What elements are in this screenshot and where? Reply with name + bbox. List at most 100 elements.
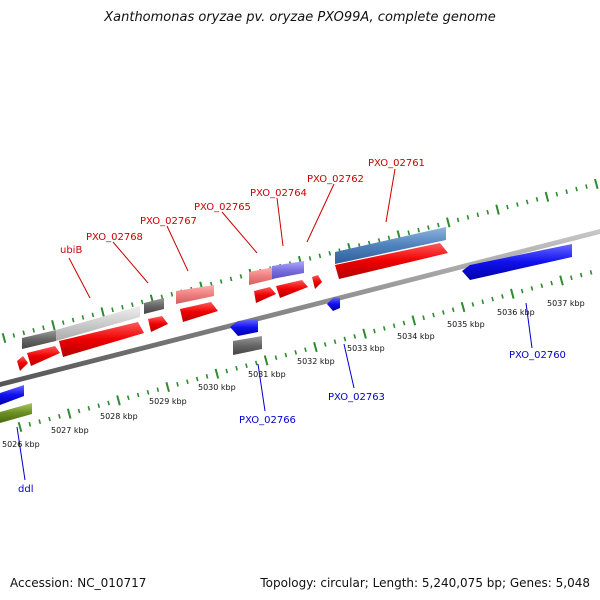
- minor-tick: [22, 330, 26, 336]
- minor-tick: [274, 355, 278, 361]
- bottom-label-leaders: [16, 302, 533, 481]
- major-tick: [446, 217, 451, 228]
- minor-tick: [219, 279, 223, 284]
- minor-tick: [97, 403, 101, 409]
- gene-label-pxo-02760[interactable]: PXO_02760: [509, 350, 566, 361]
- forward-genes: [17, 243, 448, 371]
- gene-label-ubib[interactable]: ubiB: [60, 245, 82, 256]
- tick-label: 5035 kbp: [447, 320, 485, 329]
- genome-summary-text: Topology: circular; Length: 5,240,075 bp…: [260, 576, 590, 590]
- feature-block: [335, 227, 446, 264]
- gene-label-pxo-02765[interactable]: PXO_02765: [194, 202, 251, 213]
- minor-tick: [520, 288, 524, 294]
- minor-tick: [407, 230, 411, 236]
- gene-arrow: [276, 280, 308, 298]
- major-tick: [1, 332, 7, 344]
- gene-label-pxo-02761[interactable]: PXO_02761: [368, 158, 425, 169]
- genome-backbone: [0, 229, 600, 387]
- minor-tick: [170, 292, 174, 297]
- minor-tick: [382, 326, 386, 331]
- tick-label: 5026 kbp: [2, 440, 40, 449]
- minor-tick: [136, 392, 140, 398]
- feature-block: [144, 298, 164, 314]
- gene-label-pxo-02768[interactable]: PXO_02768: [86, 232, 143, 243]
- minor-tick: [491, 296, 494, 302]
- minor-tick: [71, 317, 75, 323]
- tick-label: 5029 kbp: [149, 397, 187, 406]
- minor-tick: [42, 325, 45, 331]
- gene-arrow: [27, 346, 60, 366]
- major-tick: [594, 178, 599, 190]
- minor-tick: [91, 312, 95, 318]
- tick-label: 5034 kbp: [397, 332, 435, 341]
- minor-tick: [308, 256, 312, 261]
- tick-label: 5037 kbp: [547, 299, 585, 308]
- top-label-leaders: [68, 168, 396, 299]
- major-tick: [544, 191, 550, 202]
- minor-tick: [28, 422, 32, 427]
- minor-tick: [58, 413, 61, 419]
- major-tick: [559, 275, 564, 286]
- minor-tick: [12, 333, 16, 338]
- gene-arrow: [312, 275, 322, 289]
- feature-block: [56, 306, 140, 341]
- gene-label-pxo-02764[interactable]: PXO_02764: [250, 188, 307, 199]
- tick-label: 5027 kbp: [51, 426, 89, 435]
- minor-tick: [575, 186, 578, 192]
- minor-tick: [323, 342, 327, 347]
- minor-tick: [373, 328, 376, 334]
- gene-arrow: [462, 244, 572, 280]
- accession-text: Accession: NC_010717: [10, 576, 147, 590]
- gene-arrow: [0, 385, 24, 405]
- minor-tick: [476, 212, 480, 218]
- minor-tick: [387, 235, 391, 241]
- minor-tick: [333, 339, 337, 345]
- minor-tick: [195, 376, 199, 382]
- feature-block: [0, 403, 32, 423]
- gene-label-pxo-02762[interactable]: PXO_02762: [307, 174, 364, 185]
- gene-arrow: [254, 287, 276, 303]
- minor-tick: [235, 365, 238, 371]
- minor-tick: [294, 350, 298, 355]
- minor-tick: [77, 408, 81, 414]
- feature-block: [249, 267, 274, 285]
- minor-tick: [392, 323, 396, 329]
- gene-label-pxo-02766[interactable]: PXO_02766: [239, 415, 296, 426]
- gene-label-pxo-02767[interactable]: PXO_02767: [140, 216, 197, 227]
- major-tick: [313, 341, 318, 353]
- gene-arrow: [327, 297, 340, 311]
- bottom-tick-marks: [17, 270, 593, 433]
- minor-tick: [328, 250, 332, 256]
- minor-tick: [422, 315, 425, 321]
- minor-tick: [160, 294, 164, 300]
- minor-tick: [205, 374, 209, 379]
- minor-tick: [481, 299, 485, 305]
- major-tick: [51, 320, 56, 331]
- major-tick: [100, 307, 105, 318]
- major-tick: [17, 421, 23, 433]
- minor-tick: [427, 225, 430, 230]
- minor-tick: [245, 363, 248, 369]
- major-tick: [165, 381, 170, 393]
- gene-label-ddl[interactable]: ddl: [18, 484, 33, 495]
- minor-tick: [402, 320, 406, 326]
- minor-tick: [81, 315, 85, 320]
- minor-tick: [229, 276, 233, 282]
- minor-tick: [525, 199, 529, 205]
- minor-tick: [121, 304, 124, 310]
- minor-tick: [585, 184, 588, 189]
- gene-arrow: [180, 302, 218, 322]
- feature-row-lower: [0, 336, 262, 423]
- major-tick: [214, 368, 220, 379]
- feature-block: [176, 285, 214, 304]
- minor-tick: [318, 253, 322, 259]
- tick-label: 5032 kbp: [297, 357, 335, 366]
- minor-tick: [579, 272, 583, 278]
- genome-title: Xanthomonas oryzae pv. oryzae PXO99A, co…: [104, 10, 496, 25]
- minor-tick: [140, 299, 144, 305]
- gene-label-pxo-02763[interactable]: PXO_02763: [328, 392, 385, 403]
- minor-tick: [442, 310, 445, 315]
- gene-arrow: [17, 356, 28, 371]
- minor-tick: [417, 227, 420, 233]
- minor-tick: [304, 347, 307, 353]
